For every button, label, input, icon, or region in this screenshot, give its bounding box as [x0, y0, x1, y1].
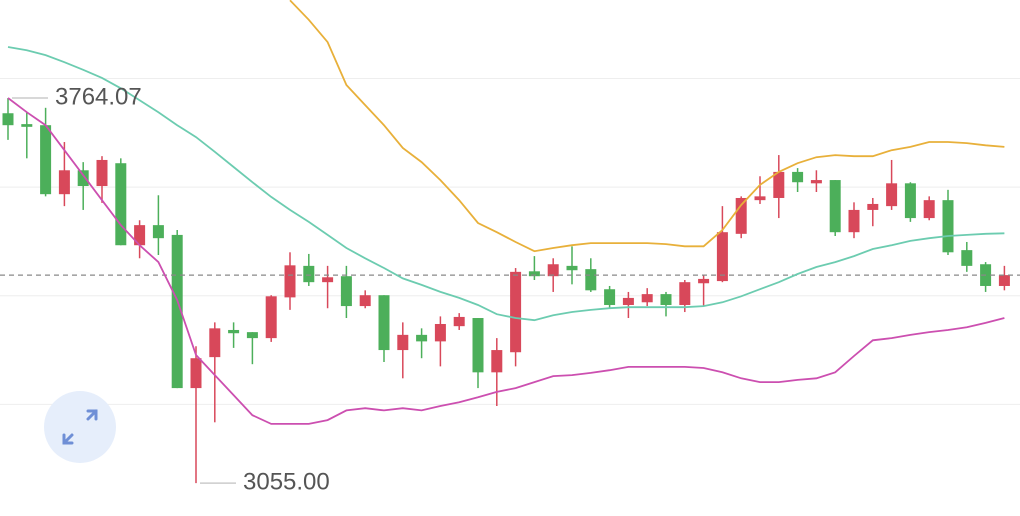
candle-body: [434, 323, 446, 342]
candle-body: [284, 265, 296, 298]
candle-body: [923, 200, 935, 219]
candle-body: [604, 289, 616, 305]
candle-body: [528, 271, 540, 277]
candle-body: [2, 113, 14, 126]
candle-body: [622, 297, 634, 305]
candle-body: [754, 196, 766, 201]
candle-body: [96, 159, 108, 187]
indicator-line: [7, 46, 1005, 322]
candle-body: [378, 295, 390, 351]
candle-body: [641, 294, 653, 303]
candle-body: [585, 269, 597, 291]
candle-body: [566, 265, 578, 271]
candle-body: [886, 183, 898, 207]
candle-body: [58, 170, 70, 195]
candle-body: [322, 277, 334, 283]
candle-body: [735, 197, 747, 234]
candle-body: [810, 180, 822, 184]
candle-body: [171, 234, 183, 389]
candle-body: [510, 271, 522, 353]
candle-body: [340, 276, 352, 307]
candle-body: [115, 163, 127, 246]
annotation-label: 3764.07: [55, 83, 142, 110]
candle-body: [246, 332, 258, 339]
candle-body: [716, 232, 728, 282]
candle-body: [416, 334, 428, 342]
candle-body: [829, 180, 841, 233]
candle-body: [679, 282, 691, 305]
candle-body: [397, 334, 409, 351]
expand-icon: [62, 409, 98, 445]
candle-body: [961, 250, 973, 266]
candle-body: [792, 171, 804, 183]
candle-body: [453, 316, 465, 327]
candle-body: [359, 295, 371, 307]
candle-body: [942, 200, 954, 253]
candle-body: [21, 124, 33, 127]
candle-body: [491, 350, 503, 373]
candle-body: [134, 225, 146, 246]
candle-body: [190, 358, 202, 389]
candle-body: [265, 296, 277, 339]
candle-body: [660, 294, 672, 305]
candle-body: [867, 203, 879, 210]
candle-body: [40, 125, 52, 195]
candle-body: [698, 278, 710, 284]
indicator-line: [289, 0, 1005, 253]
candle-body: [773, 171, 785, 198]
candle-body: [472, 318, 484, 373]
candle-body: [904, 183, 916, 219]
indicator-line: [7, 97, 1005, 425]
annotation-label: 3055.00: [243, 468, 330, 495]
candle-body: [209, 328, 221, 358]
candle-body: [303, 265, 315, 283]
candle-body: [152, 225, 164, 239]
candle-body: [848, 209, 860, 233]
candle-body: [77, 170, 89, 187]
candle-body: [547, 264, 559, 277]
candle-body: [998, 275, 1010, 286]
expand-button[interactable]: [44, 391, 116, 463]
candle-body: [228, 329, 240, 334]
